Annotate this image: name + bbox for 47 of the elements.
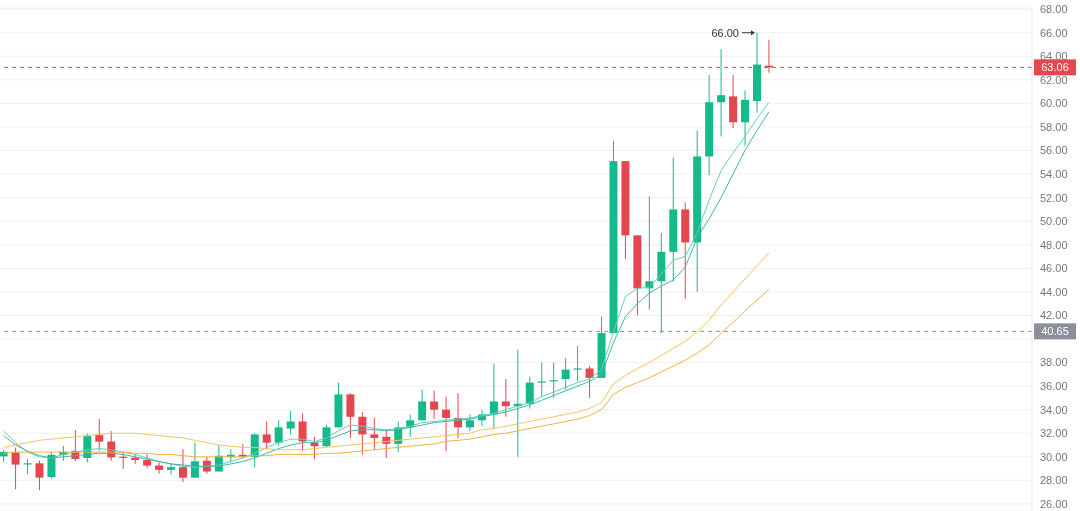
- candlestick: [525, 376, 534, 410]
- y-tick-label: 42.00: [1040, 309, 1068, 322]
- y-tick-label: 58.00: [1040, 120, 1068, 133]
- candlestick: [585, 365, 594, 399]
- y-tick-label: 52.00: [1040, 191, 1068, 204]
- y-tick-label: 50.00: [1040, 215, 1068, 228]
- candlestick: [262, 420, 271, 451]
- candlestick: [274, 419, 283, 447]
- annotation: 66.00: [711, 26, 739, 39]
- y-tick-label: 62.00: [1040, 73, 1068, 86]
- candlestick: [573, 345, 582, 382]
- candlestick: [47, 451, 56, 480]
- y-tick-label: 28.00: [1040, 474, 1068, 487]
- candlestick: [346, 392, 355, 439]
- y-tick-label: 44.00: [1040, 285, 1068, 298]
- candlestick: [741, 89, 750, 147]
- candlestick: [501, 378, 510, 418]
- candlestick: [442, 396, 451, 452]
- candlestick: [430, 390, 439, 420]
- candlestick: [167, 463, 176, 475]
- candlestick: [11, 447, 20, 490]
- candlestick: [35, 460, 44, 491]
- y-tick-label: 60.00: [1040, 97, 1068, 110]
- candlestick: [418, 389, 427, 421]
- y-tick-label: 46.00: [1040, 262, 1068, 275]
- candlestick: [178, 448, 187, 483]
- y-tick-label: 66.00: [1040, 26, 1068, 39]
- y-tick-label: 54.00: [1040, 168, 1068, 180]
- y-tick-label: 36.00: [1040, 380, 1068, 393]
- candlestick: [370, 417, 379, 451]
- candlestick: [155, 461, 164, 475]
- y-tick-label: 48.00: [1040, 238, 1068, 251]
- ref-line-label: 63.06: [1041, 61, 1069, 74]
- y-tick-label: 56.00: [1040, 144, 1068, 157]
- y-tick-label: 38.00: [1040, 356, 1068, 369]
- y-tick-label: 30.00: [1040, 450, 1068, 463]
- y-tick-label: 68.00: [1040, 3, 1068, 16]
- candlestick: [561, 357, 570, 391]
- ref-line-label: 40.65: [1041, 325, 1069, 338]
- candlestick: [717, 48, 726, 137]
- candlestick: [286, 410, 295, 435]
- candlestick: [537, 362, 546, 398]
- y-tick-label: 32.00: [1040, 427, 1068, 440]
- y-tick-label: 26.00: [1040, 497, 1068, 510]
- y-tick-label: 34.00: [1040, 403, 1068, 416]
- candlestick: [95, 418, 104, 452]
- candlestick: [298, 412, 307, 452]
